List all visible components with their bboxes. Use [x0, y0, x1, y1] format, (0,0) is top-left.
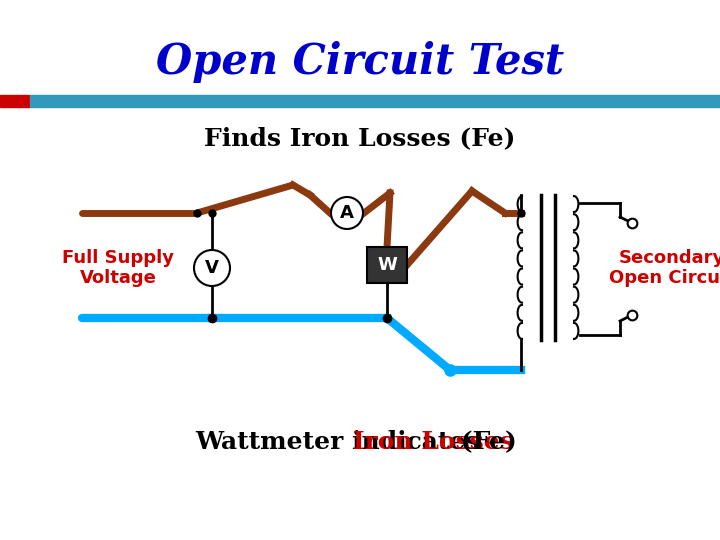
Bar	[0, 95, 30, 107]
Text: Finds Iron Losses (Fe): Finds Iron Losses (Fe)	[204, 126, 516, 150]
Circle shape	[194, 250, 230, 286]
Text: W: W	[377, 256, 397, 274]
Text: Wattmeter indicates: Wattmeter indicates	[195, 430, 488, 454]
Text: A: A	[340, 204, 354, 222]
Text: Full Supply
Voltage: Full Supply Voltage	[62, 248, 174, 287]
Text: Secondary
Open Circuit: Secondary Open Circuit	[609, 248, 720, 287]
Bar	[367, 247, 407, 283]
Circle shape	[331, 197, 363, 229]
Text: Open Circuit Test: Open Circuit Test	[156, 41, 564, 83]
Text: (Fe): (Fe)	[452, 430, 517, 454]
Text: V: V	[205, 259, 219, 277]
Bar	[30, 95, 720, 107]
Text: Iron Losses: Iron Losses	[353, 430, 514, 454]
